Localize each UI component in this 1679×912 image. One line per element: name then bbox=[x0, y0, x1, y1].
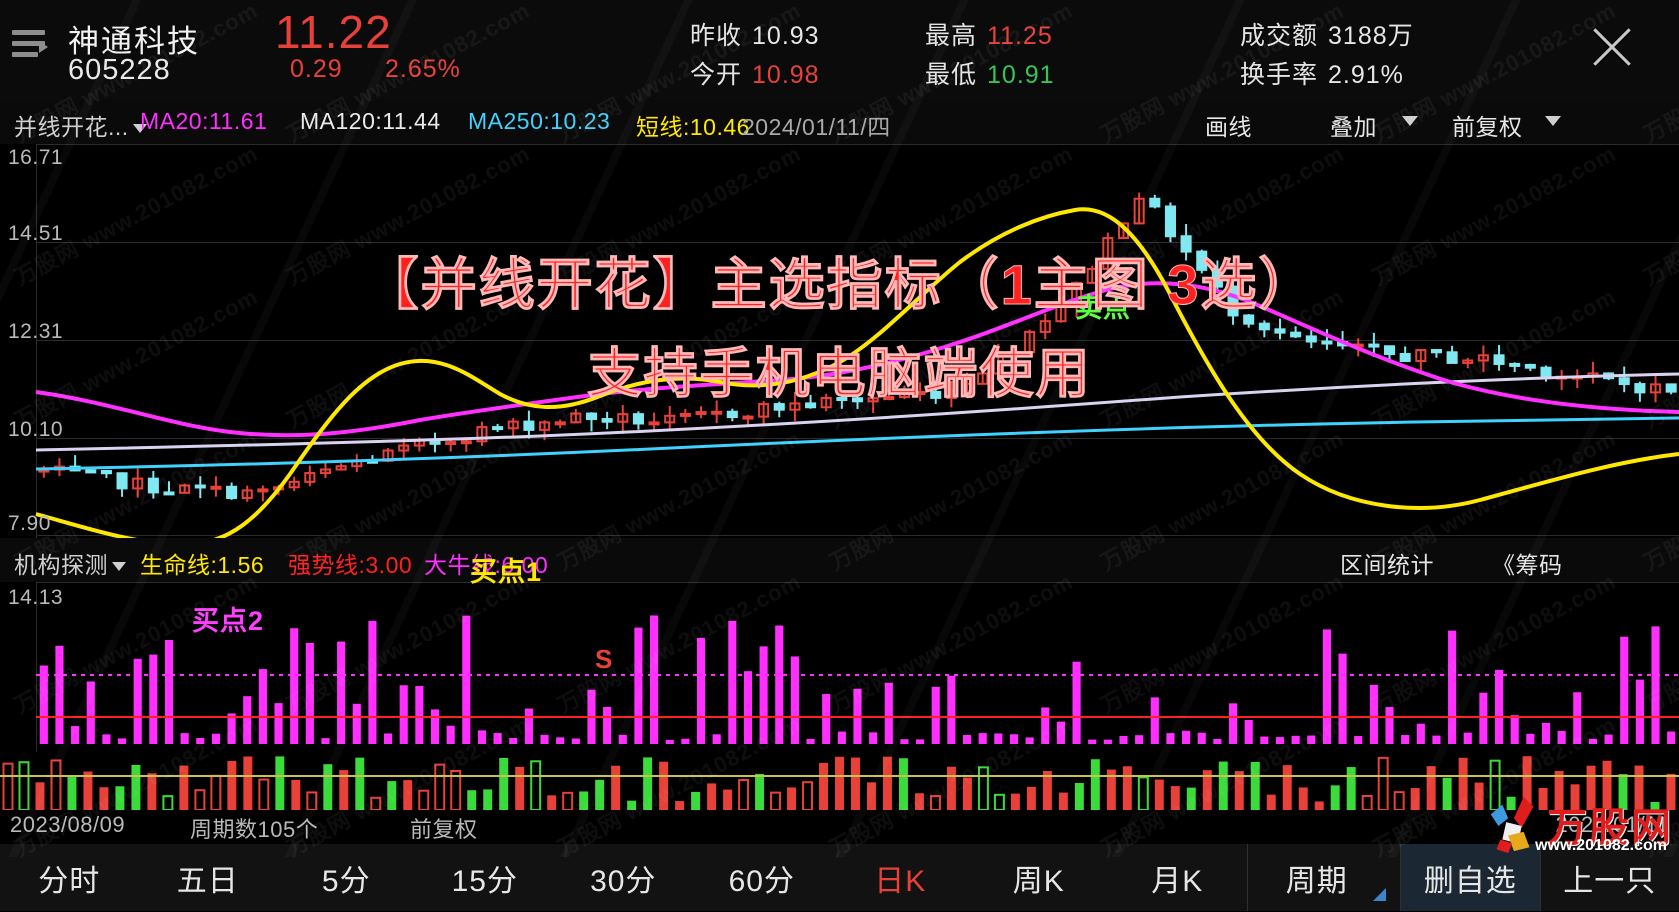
close-icon[interactable] bbox=[1583, 18, 1641, 76]
chevron-down-icon[interactable] bbox=[1402, 116, 1418, 126]
stat-low: 最低 10.91 bbox=[925, 55, 1055, 91]
remove-watchlist-button[interactable]: 删自选 bbox=[1400, 844, 1540, 911]
tab-wuri[interactable]: 五日 bbox=[139, 844, 278, 911]
sub-axis-label: 14.13 bbox=[8, 586, 63, 610]
ma20-line bbox=[36, 283, 1679, 435]
stat-value: 10.93 bbox=[752, 22, 820, 50]
stat-label: 成交额 bbox=[1240, 22, 1318, 50]
candlestick-layer bbox=[0, 144, 1679, 538]
stat-turnover-amount: 成交额 3188万 bbox=[1240, 16, 1414, 52]
chips-button[interactable]: 《筹码 bbox=[1492, 546, 1563, 580]
chevron-down-icon[interactable] bbox=[1545, 116, 1561, 126]
strong-line-value: 强势线:3.00 bbox=[288, 546, 412, 580]
price-axis-label: 14.51 bbox=[8, 222, 63, 246]
stock-code: 605228 bbox=[68, 54, 171, 87]
chart-date: 2024/01/11/四 bbox=[742, 108, 891, 142]
ma120-value: MA120:11.44 bbox=[300, 108, 441, 135]
buy-point-2-label: 买点2 bbox=[192, 599, 264, 638]
tab-5min[interactable]: 5分 bbox=[277, 844, 416, 911]
stat-value: 10.91 bbox=[987, 61, 1055, 89]
draw-line-button[interactable]: 画线 bbox=[1205, 108, 1252, 142]
timeframe-tabbar: 分时 五日 5分 15分 30分 60分 日K 周K 月K 周期 删自选 上一只 bbox=[0, 844, 1679, 911]
tab-60min[interactable]: 60分 bbox=[693, 844, 832, 911]
sell-point-label: 卖点 bbox=[1075, 286, 1131, 325]
sub-indicator-selector[interactable]: 机构探测 bbox=[14, 546, 126, 580]
ma250-value: MA250:10.23 bbox=[468, 108, 610, 135]
chevron-down-icon bbox=[112, 562, 126, 571]
stat-value: 11.25 bbox=[987, 22, 1053, 50]
expand-triangle-icon bbox=[1373, 888, 1386, 901]
indicator-selector[interactable]: 并线开花... bbox=[14, 108, 147, 142]
price-axis-label: 12.31 bbox=[8, 320, 63, 344]
stat-open: 今开 10.98 bbox=[690, 55, 820, 91]
main-indicator-bar: 并线开花... MA20:11.61 MA120:11.44 MA250:10.… bbox=[0, 100, 1679, 144]
tab-daily-k[interactable]: 日K bbox=[831, 844, 970, 911]
stat-value: 2.91% bbox=[1328, 61, 1404, 89]
tab-period[interactable]: 周期 bbox=[1247, 844, 1401, 911]
stat-label: 最低 bbox=[925, 61, 977, 89]
stat-turnover-rate: 换手率 2.91% bbox=[1240, 55, 1404, 91]
short-line-value: 短线:10.46 bbox=[636, 108, 750, 142]
stat-value: 10.98 bbox=[752, 61, 820, 89]
price-chart[interactable]: 16.71 14.51 12.31 10.10 7.90 卖点 买点1 买点2 … bbox=[0, 144, 1679, 538]
stat-label: 昨收 bbox=[690, 22, 742, 50]
tab-30min[interactable]: 30分 bbox=[554, 844, 693, 911]
price-axis-label: 10.10 bbox=[8, 418, 63, 442]
sub-indicator-bar: 机构探测 生命线:1.56 强势线:3.00 大牛线:6.00 区间统计 《筹码 bbox=[0, 538, 1679, 582]
stat-label: 最高 bbox=[925, 22, 977, 50]
price-axis-label: 7.90 bbox=[8, 512, 51, 536]
stat-label: 换手率 bbox=[1240, 61, 1318, 89]
tab-fenshi[interactable]: 分时 bbox=[0, 844, 139, 911]
price-change: 0.29 bbox=[290, 55, 343, 84]
prev-stock-button[interactable]: 上一只 bbox=[1540, 844, 1679, 911]
stat-value: 3188万 bbox=[1328, 22, 1414, 50]
adjust-label: 前复权 bbox=[410, 812, 478, 844]
last-price: 11.22 bbox=[275, 5, 392, 59]
stat-high: 最高 11.25 bbox=[925, 16, 1053, 52]
life-line-value: 生命线:1.56 bbox=[140, 546, 264, 580]
date-footer: 2023/08/09 周期数105个 前复权 2024/01/11 bbox=[0, 810, 1679, 844]
tab-monthly-k[interactable]: 月K bbox=[1108, 844, 1247, 911]
period-count: 周期数105个 bbox=[190, 812, 318, 844]
end-date: 2024/01/11 bbox=[1556, 812, 1669, 838]
volume-chart[interactable] bbox=[0, 752, 1679, 810]
stat-prev-close: 昨收 10.93 bbox=[690, 16, 820, 52]
overlay-button[interactable]: 叠加 bbox=[1330, 108, 1377, 142]
tab-15min[interactable]: 15分 bbox=[416, 844, 555, 911]
ma20-value: MA20:11.61 bbox=[140, 108, 267, 135]
menu-icon[interactable] bbox=[12, 30, 48, 64]
sub-indicator-name: 机构探测 bbox=[14, 552, 108, 578]
buy-point-1-label: 买点1 bbox=[470, 550, 542, 589]
price-change-percent: 2.65% bbox=[385, 55, 461, 84]
s-marker-label: S bbox=[595, 644, 613, 675]
start-date: 2023/08/09 bbox=[10, 812, 125, 838]
volume-bars-layer bbox=[0, 752, 1679, 810]
price-axis-label: 16.71 bbox=[8, 146, 63, 170]
tab-weekly-k[interactable]: 周K bbox=[970, 844, 1109, 911]
indicator-name: 并线开花... bbox=[14, 114, 129, 140]
adjust-button[interactable]: 前复权 bbox=[1452, 108, 1523, 142]
tab-period-label: 周期 bbox=[1286, 856, 1348, 900]
stat-label: 今开 bbox=[690, 61, 742, 89]
range-stat-button[interactable]: 区间统计 bbox=[1340, 546, 1434, 580]
